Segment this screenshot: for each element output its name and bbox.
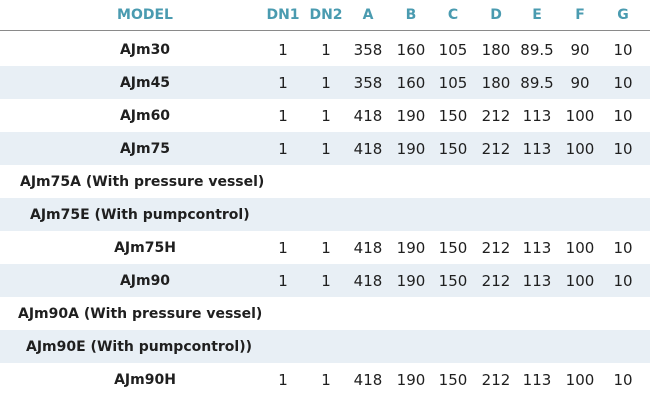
b-cell: 160 bbox=[396, 73, 426, 92]
table-row: AJm75A (With pressure vessel) bbox=[0, 165, 650, 198]
f-cell: 100 bbox=[565, 370, 595, 389]
f-cell: 90 bbox=[570, 40, 590, 59]
dn2-cell: 1 bbox=[321, 73, 331, 92]
table-header: MODEL DN1 DN2 A B C D E F G bbox=[0, 0, 650, 31]
model-cell: AJm90H bbox=[114, 371, 176, 388]
a-cell: 358 bbox=[353, 73, 383, 92]
dn2-cell: 1 bbox=[321, 40, 331, 59]
dn2-cell: 1 bbox=[321, 139, 331, 158]
e-cell: 113 bbox=[522, 271, 552, 290]
model-cell: AJm90E (With pumpcontrol)) bbox=[26, 338, 253, 355]
d-cell: 212 bbox=[481, 370, 511, 389]
a-cell: 418 bbox=[353, 139, 383, 158]
dn2-cell: 1 bbox=[321, 271, 331, 290]
c-cell: 105 bbox=[438, 73, 468, 92]
b-cell: 190 bbox=[396, 271, 426, 290]
dn1-cell: 1 bbox=[278, 73, 288, 92]
f-cell: 100 bbox=[565, 139, 595, 158]
d-cell: 212 bbox=[481, 139, 511, 158]
dn2-cell: 1 bbox=[321, 106, 331, 125]
f-cell: 100 bbox=[565, 271, 595, 290]
model-cell: AJm90A (With pressure vessel) bbox=[18, 305, 263, 322]
e-cell: 89.5 bbox=[520, 73, 554, 92]
b-cell: 190 bbox=[396, 238, 426, 257]
e-cell: 113 bbox=[522, 370, 552, 389]
e-cell: 89.5 bbox=[520, 40, 554, 59]
d-cell: 180 bbox=[481, 73, 511, 92]
f-cell: 90 bbox=[570, 73, 590, 92]
dn2-cell: 1 bbox=[321, 370, 331, 389]
c-cell: 150 bbox=[438, 238, 468, 257]
header-g: G bbox=[617, 7, 629, 23]
dn2-cell: 1 bbox=[321, 238, 331, 257]
table-row: AJm90H 1 1 418 190 150 212 113 100 10 bbox=[0, 363, 650, 396]
model-cell: AJm75E (With pumpcontrol) bbox=[30, 206, 250, 223]
header-a: A bbox=[362, 7, 374, 23]
table-row: AJm75E (With pumpcontrol) bbox=[0, 198, 650, 231]
b-cell: 190 bbox=[396, 106, 426, 125]
table-row: AJm75H 1 1 418 190 150 212 113 100 10 bbox=[0, 231, 650, 264]
model-cell: AJm75A (With pressure vessel) bbox=[20, 173, 265, 190]
b-cell: 190 bbox=[396, 370, 426, 389]
header-e: E bbox=[532, 7, 542, 23]
a-cell: 418 bbox=[353, 106, 383, 125]
f-cell: 100 bbox=[565, 238, 595, 257]
header-model: MODEL bbox=[117, 7, 173, 23]
table-row: AJm90E (With pumpcontrol)) bbox=[0, 330, 650, 363]
a-cell: 358 bbox=[353, 40, 383, 59]
header-dn2: DN2 bbox=[309, 7, 343, 23]
model-cell: AJm30 bbox=[119, 41, 171, 58]
c-cell: 150 bbox=[438, 106, 468, 125]
g-cell: 10 bbox=[613, 139, 633, 158]
table-row: AJm60 1 1 418 190 150 212 113 100 10 bbox=[0, 99, 650, 132]
model-cell: AJm60 bbox=[119, 107, 171, 124]
dn1-cell: 1 bbox=[278, 238, 288, 257]
model-cell: AJm75 bbox=[119, 140, 171, 157]
c-cell: 150 bbox=[438, 370, 468, 389]
c-cell: 150 bbox=[438, 271, 468, 290]
table-row: AJm90 1 1 418 190 150 212 113 100 10 bbox=[0, 264, 650, 297]
g-cell: 10 bbox=[613, 40, 633, 59]
e-cell: 113 bbox=[522, 106, 552, 125]
a-cell: 418 bbox=[353, 370, 383, 389]
a-cell: 418 bbox=[353, 271, 383, 290]
dn1-cell: 1 bbox=[278, 271, 288, 290]
b-cell: 190 bbox=[396, 139, 426, 158]
g-cell: 10 bbox=[613, 370, 633, 389]
header-c: C bbox=[447, 7, 459, 23]
header-f: F bbox=[575, 7, 585, 23]
model-cell: AJm45 bbox=[119, 74, 171, 91]
b-cell: 160 bbox=[396, 40, 426, 59]
table-row: AJm90A (With pressure vessel) bbox=[0, 297, 650, 330]
dn1-cell: 1 bbox=[278, 139, 288, 158]
dn1-cell: 1 bbox=[278, 370, 288, 389]
table-row: AJm30 1 1 358 160 105 180 89.5 90 10 bbox=[0, 33, 650, 66]
c-cell: 105 bbox=[438, 40, 468, 59]
g-cell: 10 bbox=[613, 106, 633, 125]
a-cell: 418 bbox=[353, 238, 383, 257]
header-dn1: DN1 bbox=[266, 7, 300, 23]
dn1-cell: 1 bbox=[278, 40, 288, 59]
g-cell: 10 bbox=[613, 73, 633, 92]
e-cell: 113 bbox=[522, 238, 552, 257]
header-d: D bbox=[490, 7, 502, 23]
g-cell: 10 bbox=[613, 271, 633, 290]
e-cell: 113 bbox=[522, 139, 552, 158]
model-cell: AJm75H bbox=[114, 239, 176, 256]
dn1-cell: 1 bbox=[278, 106, 288, 125]
model-cell: AJm90 bbox=[119, 272, 171, 289]
table-row: AJm75 1 1 418 190 150 212 113 100 10 bbox=[0, 132, 650, 165]
f-cell: 100 bbox=[565, 106, 595, 125]
d-cell: 212 bbox=[481, 271, 511, 290]
header-b: B bbox=[405, 7, 417, 23]
g-cell: 10 bbox=[613, 238, 633, 257]
table-row: AJm45 1 1 358 160 105 180 89.5 90 10 bbox=[0, 66, 650, 99]
d-cell: 180 bbox=[481, 40, 511, 59]
d-cell: 212 bbox=[481, 106, 511, 125]
d-cell: 212 bbox=[481, 238, 511, 257]
c-cell: 150 bbox=[438, 139, 468, 158]
